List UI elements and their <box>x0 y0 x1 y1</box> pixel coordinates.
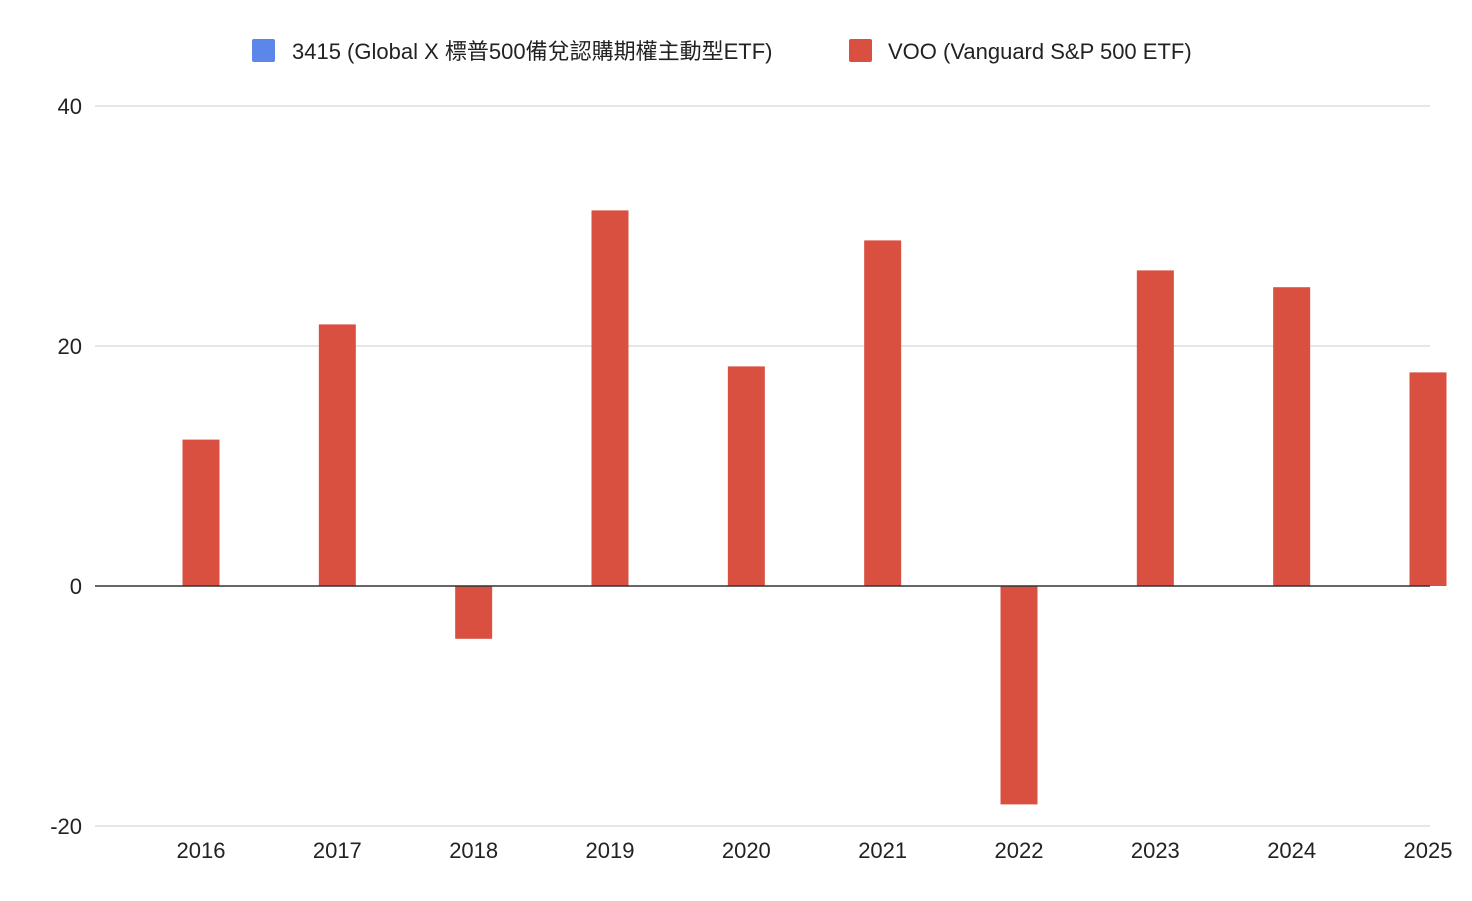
x-axis-tick-labels: 2016 2017 2018 2019 2020 2021 2022 2023 2024 2025 <box>177 838 1453 863</box>
bar-2025 <box>1409 372 1447 586</box>
legend-label: VOO (Vanguard S&P 500 ETF) <box>888 39 1192 64</box>
bar-2021 <box>864 240 902 586</box>
bar-2022 <box>1000 586 1038 805</box>
bar-2018 <box>455 586 493 639</box>
bar-2016 <box>182 439 220 586</box>
legend-item-0[interactable]: 3415 (Global X 標普500備兌認購期權主動型ETF) <box>252 39 772 64</box>
legend-swatch <box>849 39 872 62</box>
y-axis-tick-labels: -20 0 20 40 <box>50 94 82 839</box>
bar-2017 <box>318 324 356 586</box>
x-tick-label: 2020 <box>722 838 771 863</box>
bar-2019 <box>591 210 629 586</box>
y-tick-label: -20 <box>50 814 82 839</box>
x-tick-label: 2025 <box>1404 838 1453 863</box>
x-tick-label: 2019 <box>586 838 635 863</box>
x-tick-label: 2018 <box>449 838 498 863</box>
x-tick-label: 2021 <box>858 838 907 863</box>
bar-2020 <box>727 366 765 586</box>
legend-swatch <box>252 39 275 62</box>
x-tick-label: 2022 <box>995 838 1044 863</box>
legend-item-1[interactable]: VOO (Vanguard S&P 500 ETF) <box>849 39 1192 64</box>
x-tick-label: 2017 <box>313 838 362 863</box>
legend: 3415 (Global X 標普500備兌認購期權主動型ETF) VOO (Va… <box>252 39 1192 64</box>
gridlines <box>95 105 1430 827</box>
legend-label: 3415 (Global X 標普500備兌認購期權主動型ETF) <box>292 39 772 64</box>
y-tick-label: 0 <box>70 574 82 599</box>
bar-2024 <box>1273 287 1311 586</box>
y-tick-label: 40 <box>58 94 82 119</box>
x-tick-label: 2023 <box>1131 838 1180 863</box>
x-tick-label: 2016 <box>177 838 226 863</box>
y-tick-label: 20 <box>58 334 82 359</box>
bar-2023 <box>1136 270 1174 586</box>
bars <box>182 210 1447 805</box>
x-tick-label: 2024 <box>1267 838 1316 863</box>
